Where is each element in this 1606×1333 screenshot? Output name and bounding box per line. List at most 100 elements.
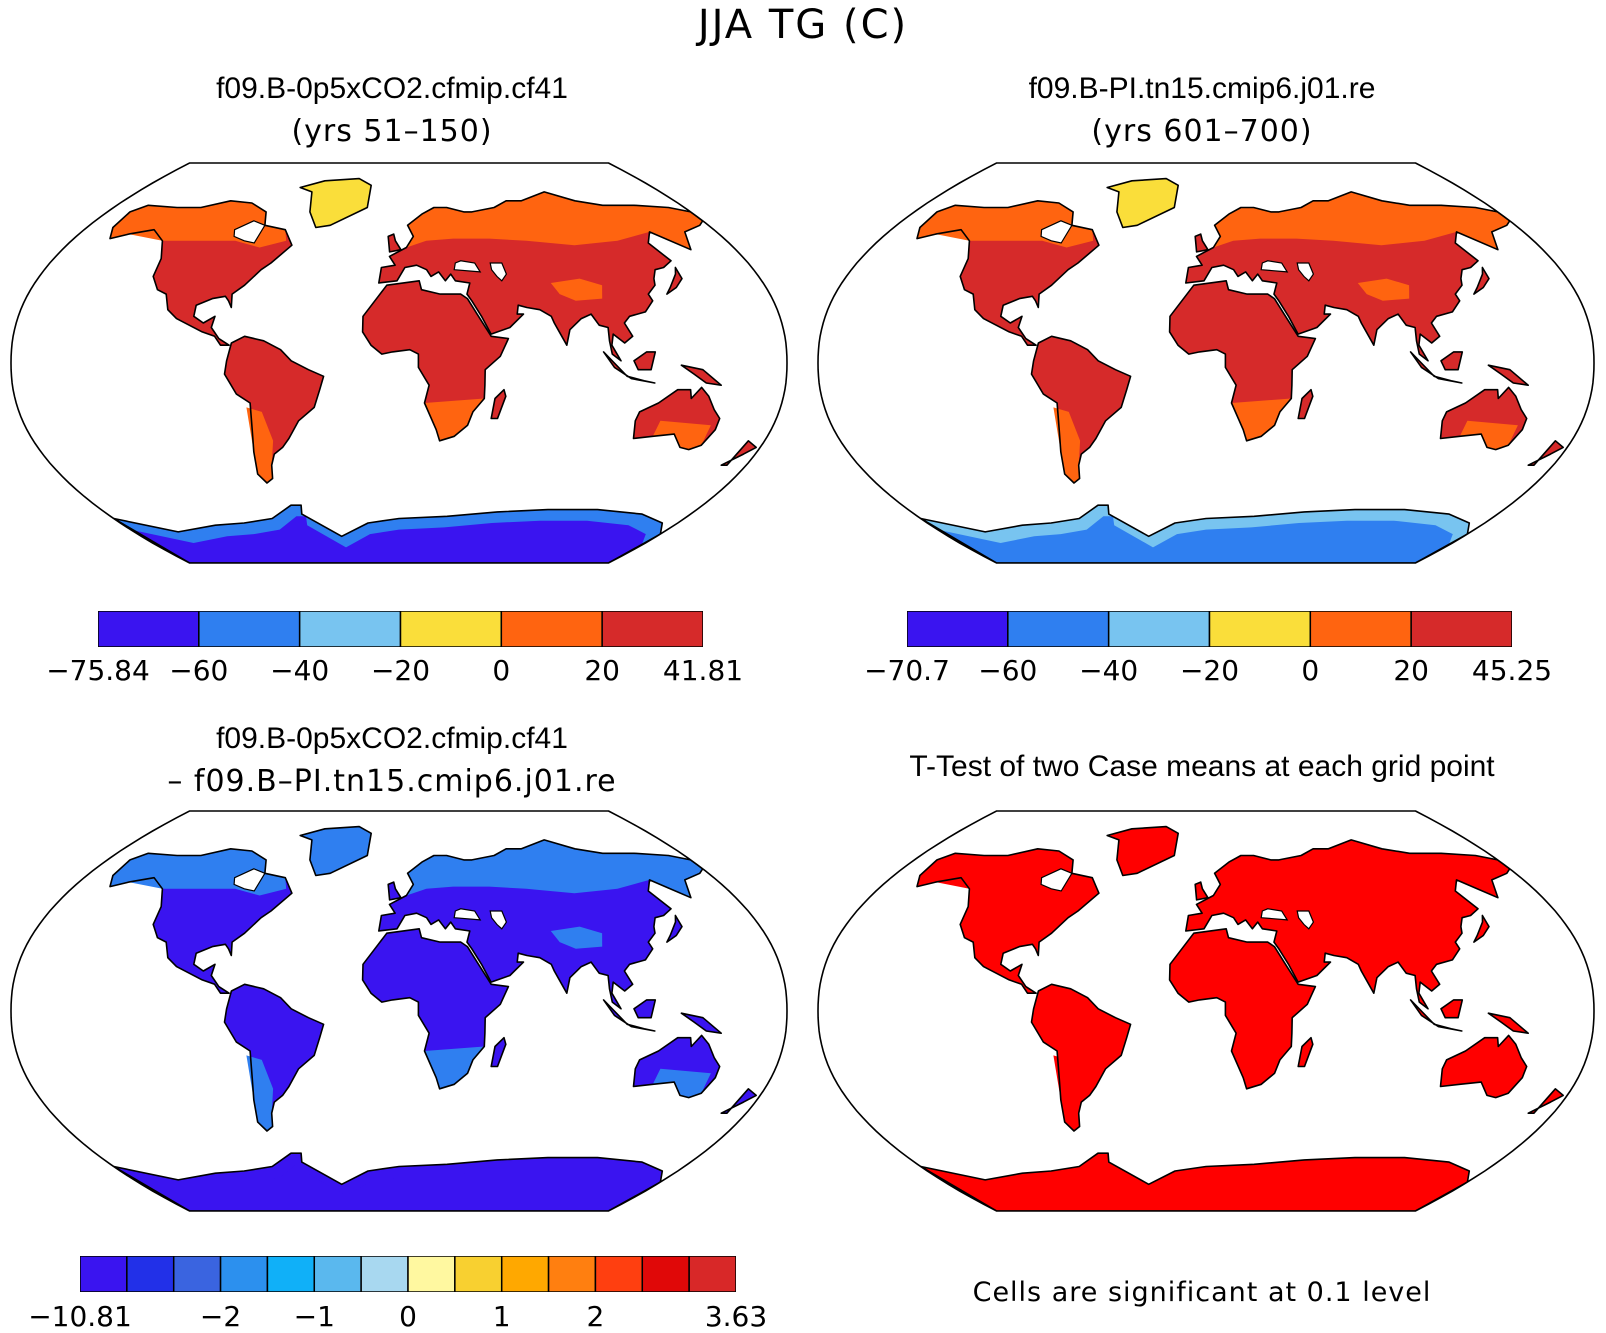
colorbar-swatch (1007, 611, 1110, 647)
panel-b-map (817, 162, 1595, 564)
colorbar-swatch (1410, 611, 1512, 647)
coastline (299, 177, 372, 229)
land-band-saHi (246, 407, 274, 483)
colorbar-tick-label: −40 (1079, 654, 1139, 687)
colorbar-swatch (399, 611, 503, 647)
coastline (361, 280, 510, 442)
coastline (680, 1012, 722, 1034)
land-madagascar (491, 1037, 506, 1067)
coastline (1168, 928, 1317, 1090)
colorbar-swatch (80, 1256, 128, 1292)
coastline (633, 351, 657, 371)
panel-b-subtitle: (yrs 601–700) (1091, 114, 1313, 149)
coastline (1409, 999, 1463, 1032)
significance-note: Cells are significant at 0.1 level (972, 1277, 1432, 1308)
land-borneo (634, 999, 656, 1018)
coastline (916, 200, 1100, 346)
colorbar-swatch (641, 1256, 690, 1292)
coastline (602, 999, 656, 1032)
land-band-tibet (1357, 278, 1410, 301)
coastline (1106, 825, 1179, 877)
panel-a-colorbar (98, 611, 703, 647)
land-madagascar (491, 389, 506, 419)
coastline (490, 1036, 507, 1068)
coastline (919, 1152, 1471, 1211)
colorbar-tick-label: −60 (978, 654, 1038, 687)
coastline (602, 351, 656, 384)
coastline (387, 881, 402, 901)
black-sea (1260, 908, 1289, 921)
colorbar-swatch (1208, 611, 1312, 647)
land-antarctica (130, 516, 646, 563)
colorbar-tick-label: −20 (1179, 654, 1240, 687)
colorbar-swatch (601, 611, 703, 647)
coastline (223, 335, 325, 484)
hudson-bay (1040, 220, 1073, 244)
coastline (490, 388, 507, 420)
caspian-sea (489, 910, 508, 930)
colorbar-swatch (688, 1256, 736, 1292)
figure-title: JJA TG (C) (697, 2, 909, 48)
colorbar-swatch (454, 1256, 503, 1292)
colorbar-swatch (98, 611, 200, 647)
land-southAmerica (1031, 336, 1131, 483)
colorbar-swatch (126, 1256, 175, 1292)
land-southAmerica (224, 984, 324, 1131)
colorbar-tick-label: −70.7 (864, 654, 950, 687)
coastline (109, 200, 293, 346)
coastline (1030, 983, 1132, 1132)
land-band-eu (406, 191, 703, 250)
coastline (1185, 191, 1511, 362)
land-uk (1195, 234, 1208, 252)
map-outline (817, 810, 1595, 1212)
coastline (666, 266, 683, 295)
land-band-saHi (1053, 1055, 1081, 1131)
caspian-sea (489, 262, 508, 282)
colorbar-tick-label: 20 (1393, 654, 1429, 687)
panel-b-colorbar (907, 611, 1512, 647)
land-newGuinea (1488, 365, 1529, 386)
map-outline (817, 162, 1595, 564)
colorbar-swatch (547, 1256, 597, 1292)
coastline (1106, 177, 1179, 229)
coastline (1487, 1012, 1529, 1034)
coastline (680, 364, 722, 386)
land-band-tibet (550, 278, 603, 301)
land-madagascar (1298, 1037, 1313, 1067)
land-greenland (300, 178, 372, 228)
land-band-afSouth (1231, 398, 1292, 441)
land-band-afSouth (1231, 1046, 1292, 1089)
colorbar-tick-label: −40 (270, 654, 330, 687)
coastline (1487, 364, 1529, 386)
land-greenland (1107, 826, 1179, 876)
colorbar-tick-label: 0 (399, 1300, 417, 1333)
panel-c-map (10, 810, 788, 1212)
coastline (1440, 351, 1464, 371)
colorbar-swatch (313, 1256, 362, 1292)
land-uk (1195, 882, 1208, 900)
coastline (299, 825, 372, 877)
coastline (919, 504, 1471, 563)
coastline (1473, 266, 1490, 295)
map-outline (10, 162, 788, 564)
coastline (1439, 1034, 1528, 1099)
land-band-auS (652, 420, 711, 450)
colorbar-tick-label: 3.63 (704, 1300, 768, 1333)
colorbar-swatch (298, 611, 402, 647)
caspian-sea (1296, 910, 1315, 930)
land-band-saHi (1053, 407, 1081, 483)
coastline (1194, 881, 1209, 901)
coastline (378, 839, 704, 1010)
hudson-bay (233, 220, 266, 244)
coastline (720, 1088, 757, 1114)
land-borneo (634, 351, 656, 370)
coastline (361, 928, 510, 1090)
colorbar-swatch (1107, 611, 1211, 647)
colorbar-tick-label: 2 (586, 1300, 605, 1333)
colorbar-swatch (266, 1256, 316, 1292)
colorbar-swatch (500, 611, 603, 647)
land-band-auS (1459, 1068, 1518, 1098)
coastline (112, 504, 664, 563)
land-band-eu (1213, 191, 1510, 250)
panel-c-subtitle: – f09.B–PI.tn15.cmip6.j01.re (167, 764, 617, 799)
